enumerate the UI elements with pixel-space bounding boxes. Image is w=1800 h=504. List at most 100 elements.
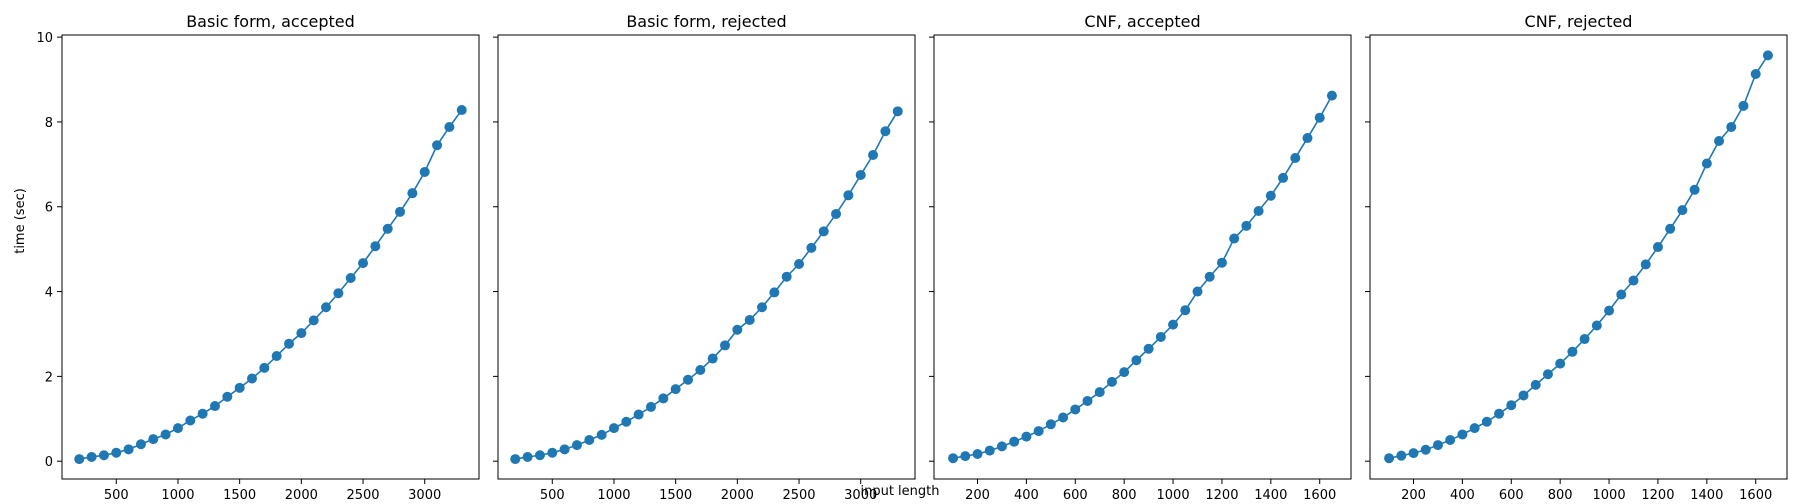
data-point bbox=[584, 434, 595, 445]
x-tick-label: 1200 bbox=[1641, 488, 1674, 500]
y-tick-label: 6 bbox=[45, 201, 53, 216]
data-point bbox=[1168, 319, 1179, 330]
data-point bbox=[370, 241, 381, 252]
data-point bbox=[1204, 271, 1215, 282]
data-point bbox=[1131, 355, 1142, 366]
data-point bbox=[1714, 136, 1725, 147]
data-point bbox=[1726, 122, 1737, 133]
x-tick-label: 1500 bbox=[659, 488, 692, 500]
data-point bbox=[1180, 305, 1191, 316]
data-point bbox=[1143, 343, 1154, 354]
x-tick-label: 1000 bbox=[597, 488, 630, 500]
x-axis-label: input length bbox=[860, 484, 939, 499]
data-point bbox=[382, 223, 393, 234]
data-point bbox=[1616, 289, 1627, 300]
data-point bbox=[695, 365, 706, 376]
data-point bbox=[1640, 259, 1651, 270]
data-point bbox=[1506, 400, 1517, 411]
x-tick-label: 800 bbox=[1548, 488, 1573, 500]
data-point bbox=[1192, 286, 1203, 297]
data-point bbox=[1518, 390, 1529, 401]
data-point bbox=[571, 440, 582, 451]
data-point bbox=[1665, 223, 1676, 234]
data-point bbox=[74, 454, 85, 465]
data-point bbox=[1396, 450, 1407, 461]
data-point bbox=[670, 384, 681, 395]
data-point bbox=[1253, 205, 1264, 216]
x-tick-label: 600 bbox=[1499, 488, 1524, 500]
data-point bbox=[456, 105, 467, 116]
data-point bbox=[744, 314, 755, 325]
x-tick-label: 2500 bbox=[346, 488, 379, 500]
data-point bbox=[407, 188, 418, 199]
data-point bbox=[682, 374, 693, 385]
data-point bbox=[1408, 448, 1419, 459]
series-line bbox=[952, 95, 1333, 460]
data-point bbox=[1750, 69, 1761, 80]
data-point bbox=[1302, 133, 1313, 144]
data-point bbox=[1457, 429, 1468, 440]
x-tick-label: 1600 bbox=[1739, 488, 1772, 500]
data-point bbox=[444, 122, 455, 133]
data-point bbox=[1094, 387, 1105, 398]
x-tick-label: 1000 bbox=[161, 488, 194, 500]
data-point bbox=[658, 393, 669, 404]
data-point bbox=[510, 454, 521, 465]
data-point bbox=[432, 140, 443, 151]
x-tick-label: 2000 bbox=[721, 488, 754, 500]
data-point bbox=[1481, 416, 1492, 427]
data-point bbox=[892, 106, 903, 117]
data-point bbox=[160, 429, 171, 440]
data-point bbox=[818, 226, 829, 237]
x-tick-label: 400 bbox=[1450, 488, 1475, 500]
data-point bbox=[1229, 233, 1240, 244]
panel-title: Basic form, rejected bbox=[626, 12, 786, 31]
data-point bbox=[1530, 379, 1541, 390]
data-point bbox=[1216, 257, 1227, 268]
x-tick-label: 2500 bbox=[782, 488, 815, 500]
data-point bbox=[1009, 436, 1020, 447]
data-point bbox=[960, 451, 971, 462]
data-point bbox=[1265, 190, 1276, 201]
y-tick-label: 10 bbox=[36, 31, 53, 46]
data-point bbox=[621, 416, 632, 427]
data-point bbox=[769, 287, 780, 298]
x-tick-label: 1200 bbox=[1205, 488, 1238, 500]
data-point bbox=[608, 423, 619, 434]
data-point bbox=[1420, 444, 1431, 455]
panel-3: CNF, accepted 200 400 600 800 1000 1200 1400 160… bbox=[929, 12, 1352, 503]
panel-4: CNF, rejected 200 400 600 800 1000 1200 1400 160… bbox=[1365, 12, 1788, 503]
data-point bbox=[1469, 423, 1480, 434]
data-point bbox=[1119, 367, 1130, 378]
data-point bbox=[868, 150, 879, 161]
data-point bbox=[1314, 112, 1325, 123]
data-point bbox=[1652, 242, 1663, 253]
data-point bbox=[1701, 158, 1712, 169]
x-tick-label: 500 bbox=[540, 488, 565, 500]
plot-frame bbox=[933, 34, 1352, 480]
data-point bbox=[1326, 90, 1337, 101]
x-tick-label: 1600 bbox=[1303, 488, 1336, 500]
data-point bbox=[645, 401, 656, 412]
data-point bbox=[135, 439, 146, 450]
data-point bbox=[1021, 431, 1032, 442]
panel-title: Basic form, accepted bbox=[186, 12, 355, 31]
data-point bbox=[271, 351, 282, 362]
data-point bbox=[1591, 320, 1602, 331]
data-point bbox=[111, 447, 122, 458]
data-point bbox=[1677, 205, 1688, 216]
data-point bbox=[1604, 305, 1615, 316]
x-tick-label: 600 bbox=[1063, 488, 1088, 500]
data-point bbox=[1278, 172, 1289, 183]
data-point bbox=[996, 441, 1007, 452]
x-tick-label: 500 bbox=[104, 488, 129, 500]
data-point bbox=[806, 242, 817, 253]
data-point bbox=[1738, 100, 1749, 111]
data-point bbox=[1689, 184, 1700, 195]
data-point bbox=[843, 190, 854, 201]
data-point bbox=[1445, 434, 1456, 445]
data-point bbox=[345, 272, 356, 283]
series-line bbox=[1388, 54, 1769, 460]
